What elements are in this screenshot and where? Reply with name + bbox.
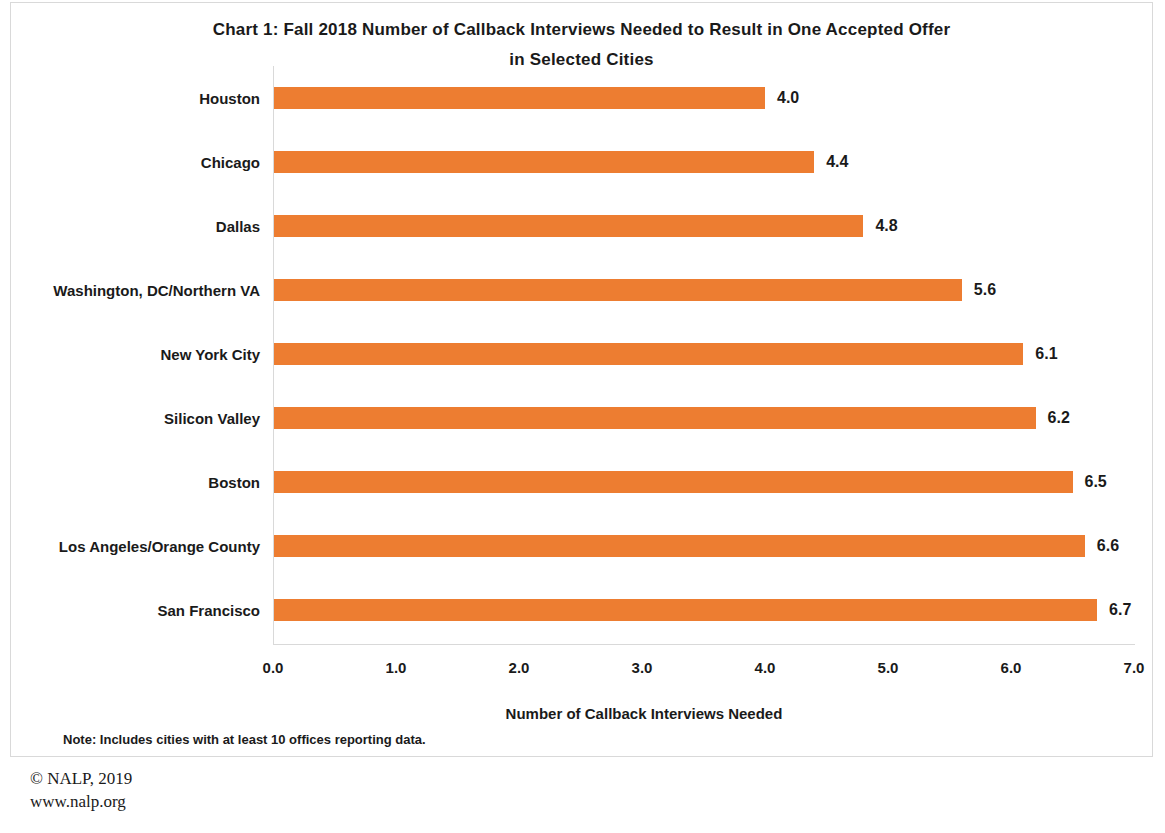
bar-value-label: 6.7 (1109, 601, 1131, 619)
bar-row: Washington, DC/Northern VA 5.6 (21, 258, 1134, 322)
bar (273, 87, 765, 109)
x-tick-label: 5.0 (878, 659, 899, 676)
x-tick-label: 6.0 (1001, 659, 1022, 676)
bar-area: 6.2 (273, 386, 1134, 450)
category-label: New York City (21, 346, 273, 363)
bar-row: Chicago 4.4 (21, 130, 1134, 194)
category-label: Houston (21, 90, 273, 107)
bar-area: 6.6 (273, 514, 1134, 578)
x-tick-label: 3.0 (632, 659, 653, 676)
bar-row: Dallas 4.8 (21, 194, 1134, 258)
bar (273, 599, 1097, 621)
bar-row: Los Angeles/Orange County 6.6 (21, 514, 1134, 578)
chart-canvas: Chart 1: Fall 2018 Number of Callback In… (0, 0, 1165, 833)
bar-area: 4.4 (273, 130, 1134, 194)
bar (273, 407, 1036, 429)
bar-value-label: 6.2 (1048, 409, 1070, 427)
bar (273, 215, 863, 237)
bar (273, 279, 962, 301)
bar (273, 151, 814, 173)
copyright-text: © NALP, 2019 (30, 767, 132, 790)
bar-area: 4.8 (273, 194, 1134, 258)
bar-value-label: 6.6 (1097, 537, 1119, 555)
x-axis-ticks: 0.01.02.03.04.05.06.07.0 (273, 659, 1134, 681)
bar-value-label: 4.0 (777, 89, 799, 107)
x-tick-label: 2.0 (509, 659, 530, 676)
x-tick-label: 4.0 (755, 659, 776, 676)
bar-row: New York City 6.1 (21, 322, 1134, 386)
bar-row: Silicon Valley 6.2 (21, 386, 1134, 450)
bar-area: 4.0 (273, 66, 1134, 130)
bar-row: Boston 6.5 (21, 450, 1134, 514)
bar-value-label: 4.4 (826, 153, 848, 171)
bar-area: 6.7 (273, 578, 1134, 642)
bar-row: San Francisco 6.7 (21, 578, 1134, 642)
category-label: Silicon Valley (21, 410, 273, 427)
bar-value-label: 4.8 (875, 217, 897, 235)
x-tick-label: 0.0 (263, 659, 284, 676)
bar-rows: Houston 4.0 Chicago 4.4 Dallas 4.8 Washington,… (21, 66, 1134, 642)
bar-row: Houston 4.0 (21, 66, 1134, 130)
chart-title-line1: Chart 1: Fall 2018 Number of Callback In… (11, 15, 1152, 45)
category-label: Boston (21, 474, 273, 491)
category-label: Chicago (21, 154, 273, 171)
bar (273, 471, 1073, 493)
x-tick-label: 1.0 (386, 659, 407, 676)
category-label: Washington, DC/Northern VA (21, 282, 273, 299)
bar-value-label: 6.1 (1035, 345, 1057, 363)
bar (273, 343, 1023, 365)
website-text: www.nalp.org (30, 790, 132, 813)
chart-frame: Chart 1: Fall 2018 Number of Callback In… (10, 2, 1153, 757)
note-text: Note: Includes cities with at least 10 o… (63, 732, 426, 747)
bar-area: 6.1 (273, 322, 1134, 386)
bar-area: 5.6 (273, 258, 1134, 322)
x-axis-title: Number of Callback Interviews Needed (506, 705, 783, 722)
bar (273, 535, 1085, 557)
x-axis-line (273, 644, 1135, 645)
bar-value-label: 6.5 (1085, 473, 1107, 491)
footer: © NALP, 2019 www.nalp.org (30, 767, 132, 813)
bar-area: 6.5 (273, 450, 1134, 514)
category-label: Los Angeles/Orange County (21, 538, 273, 555)
bar-value-label: 5.6 (974, 281, 996, 299)
y-axis-line (273, 66, 274, 645)
category-label: Dallas (21, 218, 273, 235)
x-tick-label: 7.0 (1124, 659, 1145, 676)
category-label: San Francisco (21, 602, 273, 619)
